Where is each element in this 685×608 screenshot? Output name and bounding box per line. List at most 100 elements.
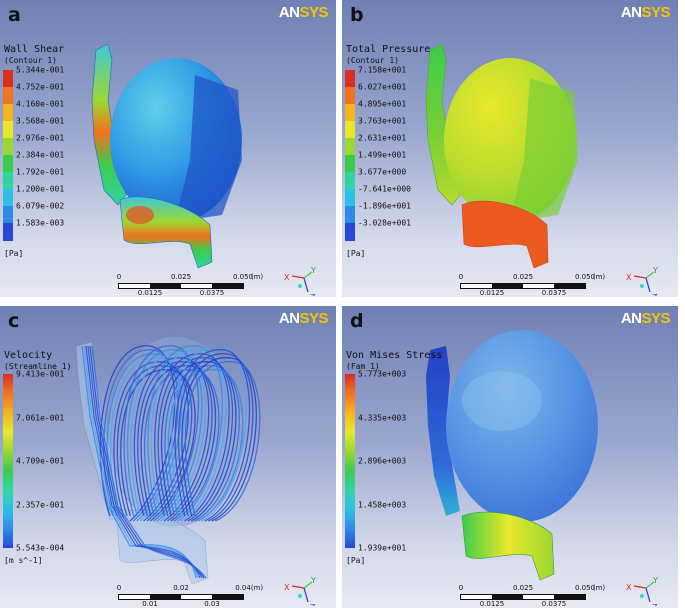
streamline <box>160 361 237 522</box>
colorbar-band <box>3 121 13 139</box>
colorbar-band <box>345 121 355 139</box>
legend-subtitle: (Contour 1) <box>346 56 399 65</box>
colorbar-band <box>345 87 355 105</box>
aneurysm-velocity-streamlines <box>75 335 261 585</box>
colorbar <box>345 70 355 241</box>
streamline <box>174 349 251 522</box>
colorbar-band <box>345 70 355 88</box>
colorbar-band <box>3 104 13 122</box>
panel-letter: d <box>350 310 364 332</box>
streamline <box>167 369 244 522</box>
panel-a-wall-shear: a ANSYS Wall Shear (Contour 1) [Pa] 0 0.0… <box>0 0 336 297</box>
colorbar-tick-label: 6.079e-002 <box>16 201 65 211</box>
panel-b-total-pressure: b ANSYS Total Pressure (Contour 1) [Pa] … <box>342 0 678 297</box>
colorbar-tick-label: 3.763e+001 <box>358 116 407 126</box>
colorbar-tick-label: 4.160e-001 <box>16 99 65 109</box>
streamline <box>177 353 254 522</box>
scale-bar-label: 0.050 <box>574 273 596 281</box>
scale-bar-label: 0.02 <box>173 584 189 592</box>
scale-bar-label: 0.03 <box>204 600 220 608</box>
colorbar-tick-label: 4.895e+001 <box>358 99 407 109</box>
colorbar-band <box>3 70 13 88</box>
colorbar-band <box>345 172 355 190</box>
colorbar-tick-label: 1.499e+001 <box>358 150 407 160</box>
scale-bar-ruler <box>118 594 244 600</box>
streamline <box>91 345 207 579</box>
axis-label: X <box>284 583 290 592</box>
colorbar-tick-label: -7.641e+000 <box>358 184 411 194</box>
ansys-logo: ANSYS <box>620 4 671 21</box>
scale-bar-label: 0.0375 <box>541 289 567 297</box>
colorbar-band <box>345 104 355 122</box>
colorbar-band <box>3 223 13 241</box>
colorbar-tick-label: 7.061e-001 <box>16 413 65 422</box>
scale-bar: 0 0.025 0.050 (m) 0.0125 0.0375 <box>452 271 632 297</box>
scale-bar-label: 0.01 <box>142 600 158 608</box>
colorbar-tick-label: 4.709e-001 <box>16 456 65 466</box>
colorbar-tick-label: 7.158e+001 <box>358 65 407 75</box>
axis-label: Y <box>310 266 316 275</box>
colorbar-tick-label: 3.568e-001 <box>16 116 65 126</box>
scale-bar-unit: (m) <box>592 584 606 592</box>
colorbar-tick-label: 3.677e+000 <box>358 167 407 177</box>
colorbar-tick-label: 9.413e-001 <box>16 369 65 379</box>
colorbar-tick-label: 1.200e-001 <box>16 184 65 194</box>
colorbar <box>3 70 13 241</box>
scale-bar-label: 0.025 <box>170 273 192 281</box>
streamline <box>171 345 247 522</box>
axis-triad: X Y Z <box>284 266 316 296</box>
colorbar-band <box>345 189 355 207</box>
legend-unit: [Pa] <box>4 249 24 258</box>
scale-bar-label: 0.0125 <box>479 289 505 297</box>
colorbar-tick-label: -1.896e+001 <box>358 201 411 211</box>
streamline <box>184 361 261 522</box>
colorbar-band <box>345 155 355 173</box>
colorbar-tick-label: 4.752e-001 <box>16 82 65 92</box>
panel-c-velocity: c ANSYS Velocity (Streamline 1) [m s^-1]… <box>0 306 336 608</box>
scale-bar-label: 0.0375 <box>199 289 225 297</box>
ansys-logo: ANSYS <box>278 310 329 327</box>
colorbar-band <box>3 87 13 105</box>
axis-label: Z <box>310 293 316 296</box>
axis-label: Z <box>310 603 316 606</box>
axis-label: Y <box>310 576 316 585</box>
scale-bar: 0 0.025 0.050 (m) 0.0125 0.0375 <box>110 271 290 297</box>
scale-bar-ruler <box>118 283 244 289</box>
colorbar-tick-label: 2.976e-001 <box>16 133 65 143</box>
colorbar-tick-label: -3.028e+001 <box>358 218 411 228</box>
streamline <box>181 357 257 522</box>
colorbar-tick-label: 4.335e+003 <box>358 413 407 422</box>
colorbar-tick-label: 1.583e-003 <box>16 218 65 228</box>
ansys-logo: ANSYS <box>278 4 329 21</box>
scale-bar-label: 0.025 <box>512 584 534 592</box>
axis-triad: X Y Z <box>284 576 316 606</box>
legend-subtitle: (Fam_1) <box>346 362 380 371</box>
panel-letter: a <box>8 4 21 26</box>
colorbar-tick-label: 1.939e+001 <box>358 543 407 553</box>
colorbar-tick-label: 6.027e+001 <box>358 82 407 92</box>
axis-triad: X Y Z <box>626 576 658 606</box>
ansys-logo: ANSYS <box>620 310 671 327</box>
colorbar-band <box>3 138 13 156</box>
axis-label: Y <box>652 266 658 275</box>
scale-bar-label: 0.0125 <box>479 600 505 608</box>
axis-label: X <box>626 273 632 282</box>
scale-bar-unit: (m) <box>250 273 264 281</box>
axis-triad: X Y Z <box>626 266 658 296</box>
panel-letter: c <box>8 310 20 332</box>
legend-unit: [m s^-1] <box>4 556 43 565</box>
streamline <box>123 345 200 522</box>
colorbar-band <box>345 223 355 241</box>
legend-subtitle: (Streamline 1) <box>4 362 72 371</box>
aneurysm-wall-shear-render <box>91 43 242 269</box>
scale-bar-label: 0.050 <box>574 584 596 592</box>
scale-bar-ruler <box>460 283 586 289</box>
colorbar-band <box>3 172 13 190</box>
scale-bar-label: 0.050 <box>232 273 254 281</box>
colorbar-tick-label: 5.543e-004 <box>16 543 65 553</box>
axis-label: Z <box>652 603 658 606</box>
colorbar-tick-label: 2.896e+003 <box>358 456 407 466</box>
aneurysm-von-mises-render <box>426 330 598 581</box>
streamline <box>164 365 240 522</box>
